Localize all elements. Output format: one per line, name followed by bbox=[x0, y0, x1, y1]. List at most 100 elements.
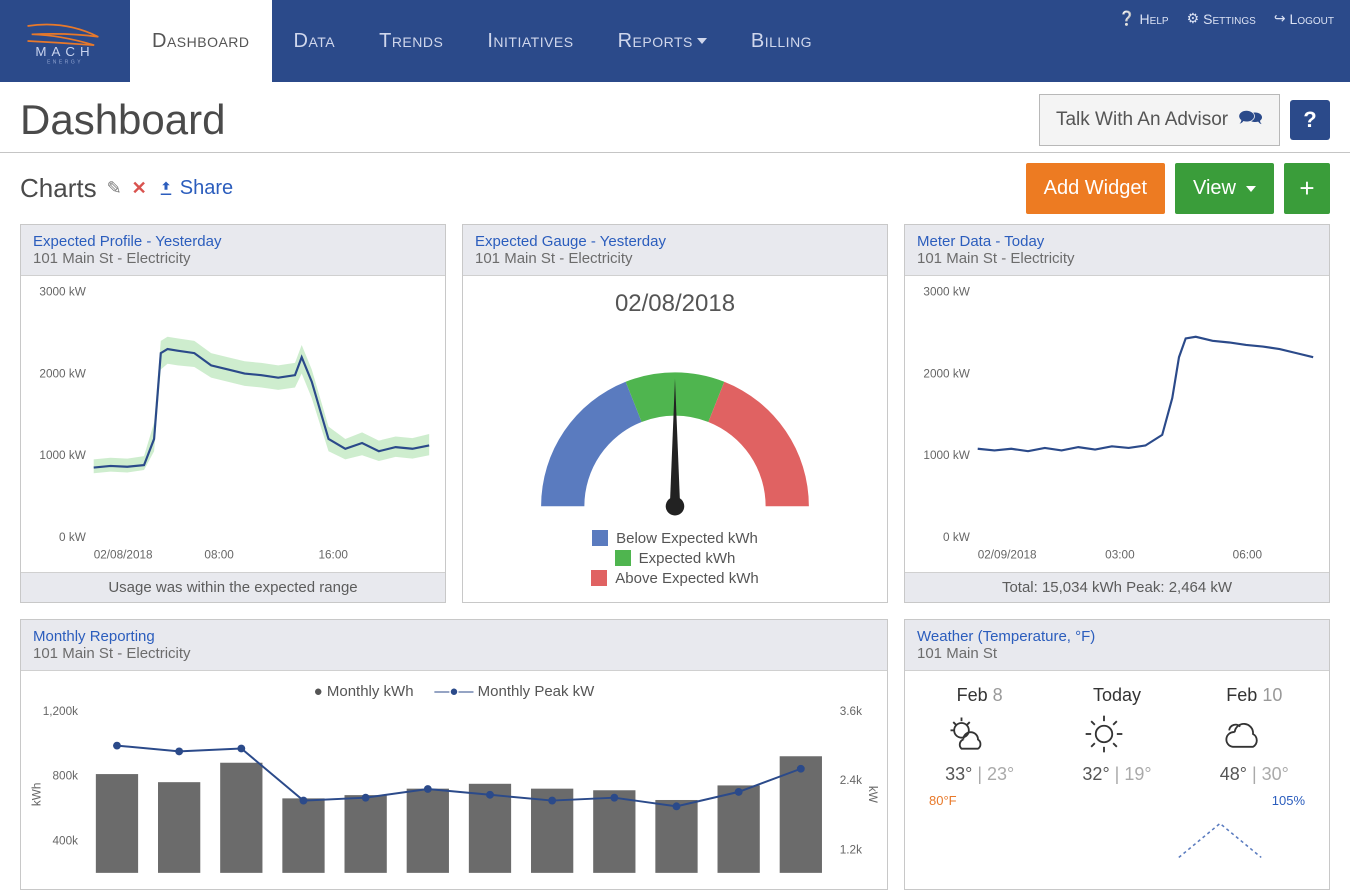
navbar: MACH ENERGY DashboardDataTrendsInitiativ… bbox=[0, 0, 1350, 82]
gauge-date: 02/08/2018 bbox=[469, 290, 881, 318]
card-weather[interactable]: Weather (Temperature, °F) 101 Main St Fe… bbox=[904, 619, 1330, 890]
advisor-button[interactable]: Talk With An Advisor 🗪 bbox=[1039, 94, 1280, 146]
weather-day: Feb 10 48° | 30° bbox=[1220, 685, 1289, 785]
share-button[interactable]: Share bbox=[157, 177, 233, 200]
caret-down-icon bbox=[697, 38, 707, 44]
weather-left-scale: 80°F bbox=[929, 793, 957, 808]
nav-tabs: DashboardDataTrendsInitiativesReports Bi… bbox=[130, 0, 834, 82]
weather-mini-chart-labels: 80°F 105% bbox=[911, 793, 1323, 808]
logout-icon: ↪ bbox=[1274, 10, 1286, 27]
svg-text:03:00: 03:00 bbox=[1105, 549, 1135, 562]
svg-text:2000 kW: 2000 kW bbox=[39, 367, 86, 380]
nav-tab-reports[interactable]: Reports bbox=[596, 0, 729, 82]
card-title: Meter Data - Today bbox=[917, 233, 1317, 250]
weather-temps: 33° | 23° bbox=[945, 764, 1014, 785]
add-button[interactable]: + bbox=[1284, 163, 1330, 214]
svg-text:800k: 800k bbox=[53, 770, 79, 783]
weather-date: Feb 10 bbox=[1220, 685, 1289, 706]
edit-icon[interactable]: ✎ bbox=[107, 178, 122, 199]
svg-text:0 kW: 0 kW bbox=[943, 531, 971, 544]
widget-grid: Expected Profile - Yesterday 101 Main St… bbox=[0, 224, 1350, 890]
svg-text:16:00: 16:00 bbox=[318, 549, 348, 562]
svg-text:400k: 400k bbox=[53, 835, 79, 848]
card-expected-gauge[interactable]: Expected Gauge - Yesterday 101 Main St -… bbox=[462, 224, 888, 603]
card-monthly-reporting[interactable]: Monthly Reporting 101 Main St - Electric… bbox=[20, 619, 888, 890]
card-subtitle: 101 Main St - Electricity bbox=[33, 250, 433, 267]
page-title: Dashboard bbox=[20, 96, 225, 144]
card-expected-profile[interactable]: Expected Profile - Yesterday 101 Main St… bbox=[20, 224, 446, 603]
card-subtitle: 101 Main St - Electricity bbox=[33, 645, 875, 662]
monthly-chart: 400k 800k 1,200k kWh 1.2k 2.4k 3.6k kW bbox=[27, 706, 881, 883]
cloudy-icon bbox=[1220, 712, 1289, 756]
chat-icon: 🗪 bbox=[1238, 103, 1263, 137]
weather-date: Feb 8 bbox=[945, 685, 1014, 706]
legend-line: —●— Monthly Peak kW bbox=[434, 683, 594, 700]
sunny-icon bbox=[1082, 712, 1151, 756]
svg-text:1,200k: 1,200k bbox=[43, 706, 78, 718]
svg-text:06:00: 06:00 bbox=[1233, 549, 1263, 562]
card-footer: Total: 15,034 kWh Peak: 2,464 kW bbox=[905, 572, 1329, 602]
nav-tab-data[interactable]: Data bbox=[272, 0, 358, 82]
svg-text:2.4k: 2.4k bbox=[840, 775, 862, 788]
help-button[interactable]: ? bbox=[1290, 100, 1330, 140]
svg-text:3000 kW: 3000 kW bbox=[923, 286, 970, 299]
svg-text:MACH: MACH bbox=[35, 44, 94, 59]
legend-expected: Expected kWh bbox=[469, 550, 881, 567]
svg-text:0 kW: 0 kW bbox=[59, 531, 87, 544]
svg-text:ENERGY: ENERGY bbox=[47, 60, 83, 66]
caret-down-icon bbox=[1246, 186, 1256, 192]
card-title: Expected Gauge - Yesterday bbox=[475, 233, 875, 250]
svg-text:kW: kW bbox=[866, 786, 879, 804]
card-subtitle: 101 Main St bbox=[917, 645, 1317, 662]
svg-text:02/08/2018: 02/08/2018 bbox=[94, 549, 153, 562]
add-widget-button[interactable]: Add Widget bbox=[1026, 163, 1165, 214]
logout-link[interactable]: ↪Logout bbox=[1274, 10, 1334, 27]
svg-text:3.6k: 3.6k bbox=[840, 706, 862, 718]
legend-below: Below Expected kWh bbox=[469, 530, 881, 547]
chart-legend: ● Monthly kWh —●— Monthly Peak kW bbox=[27, 677, 881, 706]
delete-icon[interactable]: ✕ bbox=[132, 178, 147, 199]
card-meter-data[interactable]: Meter Data - Today 101 Main St - Electri… bbox=[904, 224, 1330, 603]
nav-tab-billing[interactable]: Billing bbox=[729, 0, 834, 82]
card-title: Expected Profile - Yesterday bbox=[33, 233, 433, 250]
section-title: Charts bbox=[20, 173, 97, 204]
partly-sunny-icon bbox=[945, 712, 1014, 756]
svg-text:1000 kW: 1000 kW bbox=[39, 449, 86, 462]
share-icon bbox=[157, 180, 175, 198]
svg-text:2000 kW: 2000 kW bbox=[923, 367, 970, 380]
card-title: Monthly Reporting bbox=[33, 628, 875, 645]
svg-text:1.2k: 1.2k bbox=[840, 844, 862, 857]
svg-text:02/09/2018: 02/09/2018 bbox=[978, 549, 1037, 562]
weather-day: Feb 8 33° | 23° bbox=[945, 685, 1014, 785]
card-subtitle: 101 Main St - Electricity bbox=[475, 250, 875, 267]
nav-tab-dashboard[interactable]: Dashboard bbox=[130, 0, 272, 82]
nav-tab-trends[interactable]: Trends bbox=[357, 0, 465, 82]
help-link[interactable]: ❔Help bbox=[1118, 10, 1168, 27]
card-footer: Usage was within the expected range bbox=[21, 572, 445, 602]
settings-link[interactable]: ⚙Settings bbox=[1187, 10, 1256, 27]
top-links: ❔Help ⚙Settings ↪Logout bbox=[1118, 10, 1334, 27]
weather-temps: 32° | 19° bbox=[1082, 764, 1151, 785]
advisor-box: Talk With An Advisor 🗪 ? bbox=[1039, 94, 1330, 146]
card-title: Weather (Temperature, °F) bbox=[917, 628, 1317, 645]
legend-bars: ● Monthly kWh bbox=[314, 683, 414, 700]
brand-logo[interactable]: MACH ENERGY bbox=[0, 0, 130, 82]
weather-day: Today 32° | 19° bbox=[1082, 685, 1151, 785]
weather-date: Today bbox=[1082, 685, 1151, 706]
weather-row: Feb 8 33° | 23° Today 32° | 19° Feb 10 48° | … bbox=[911, 677, 1323, 793]
gauge-chart bbox=[469, 326, 881, 522]
sub-header: Charts ✎ ✕ Share Add Widget View + bbox=[0, 153, 1350, 224]
weather-temps: 48° | 30° bbox=[1220, 764, 1289, 785]
legend-above: Above Expected kWh bbox=[469, 570, 881, 587]
view-dropdown-button[interactable]: View bbox=[1175, 163, 1274, 214]
svg-text:1000 kW: 1000 kW bbox=[923, 449, 970, 462]
page-header: Dashboard Talk With An Advisor 🗪 ? bbox=[0, 82, 1350, 153]
nav-tab-initiatives[interactable]: Initiatives bbox=[465, 0, 595, 82]
svg-text:kWh: kWh bbox=[31, 783, 44, 807]
meter-chart: 0 kW 1000 kW 2000 kW 3000 kW 02/09/2018 03:00… bbox=[911, 282, 1323, 566]
card-subtitle: 101 Main St - Electricity bbox=[917, 250, 1317, 267]
weather-mini-chart bbox=[911, 808, 1323, 860]
settings-icon: ⚙ bbox=[1187, 10, 1200, 27]
weather-right-scale: 105% bbox=[1272, 793, 1305, 808]
svg-text:08:00: 08:00 bbox=[204, 549, 234, 562]
